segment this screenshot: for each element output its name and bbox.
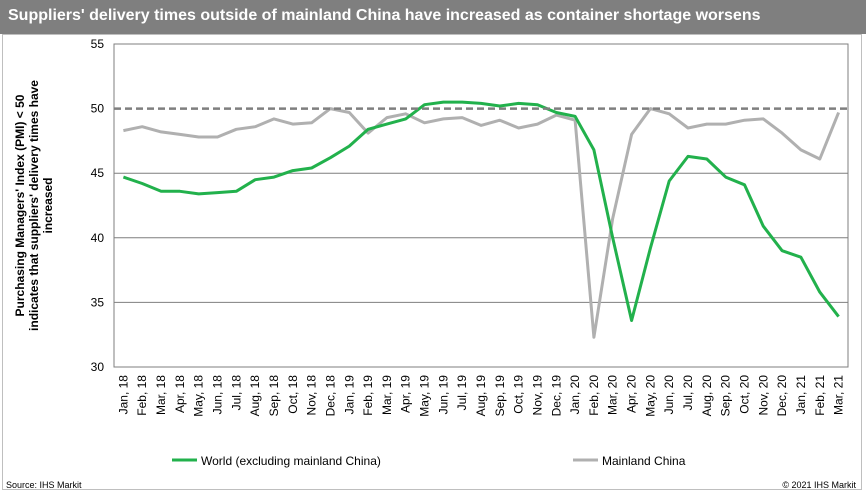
x-axis-ticks: Jan, 18 Feb, 18 Mar, 18 Apr, 18 May, 18 Jun, … [116, 375, 845, 417]
y-tick-label: 55 [91, 37, 105, 51]
x-tick-label: Jan, 18 [116, 375, 130, 415]
x-tick-label: Nov, 18 [305, 375, 319, 416]
x-tick-label: Mar, 18 [154, 375, 168, 415]
y-tick-label: 35 [91, 295, 105, 309]
x-tick-label: Sep, 19 [493, 375, 507, 417]
x-tick-label: Feb, 19 [361, 375, 375, 416]
x-tick-label: Mar, 21 [832, 375, 846, 415]
series-lines [114, 100, 848, 339]
x-tick-label: Dec, 19 [549, 375, 563, 417]
chart-frame [2, 34, 862, 490]
legend: World (excluding mainland China) Mainland… [172, 454, 686, 468]
x-tick-label: Mar, 19 [380, 375, 394, 415]
x-tick-label: Jun, 18 [211, 375, 225, 415]
y-tick-label: 40 [91, 231, 105, 245]
x-tick-label: Jun, 20 [662, 375, 676, 415]
x-tick-label: Apr, 20 [625, 375, 639, 413]
legend-world-label: World (excluding mainland China) [201, 454, 381, 468]
x-tick-label: Sep, 20 [719, 375, 733, 417]
x-tick-label: Dec, 18 [323, 375, 337, 417]
y-tick-label: 30 [91, 360, 105, 374]
x-tick-label: Jul, 18 [229, 375, 243, 411]
x-tick-label: Jul, 19 [455, 375, 469, 411]
y-axis-label-line: indicates that suppliers' delivery times… [27, 80, 41, 331]
x-tick-label: Jan, 20 [568, 375, 582, 415]
x-tick-label: Jul, 20 [681, 375, 695, 411]
grid [113, 43, 849, 368]
x-tick-label: Oct, 18 [286, 375, 300, 414]
x-tick-label: Apr, 19 [399, 375, 413, 413]
china-series-line [123, 107, 840, 339]
x-tick-label: Nov, 20 [756, 375, 770, 416]
legend-china-label: Mainland China [602, 454, 686, 468]
x-tick-label: May, 19 [418, 375, 432, 417]
y-tick-label: 50 [91, 102, 105, 116]
chart-title: Suppliers' delivery times outside of mai… [8, 7, 761, 24]
title-bar: Suppliers' delivery times outside of mai… [0, 0, 866, 34]
x-tick-label: Dec, 20 [775, 375, 789, 417]
y-axis-label: Purchasing Managers' Index (PMI) < 50 ind… [13, 80, 55, 331]
x-tick-label: Sep, 18 [267, 375, 281, 417]
copyright-note: © 2021 IHS Markit [782, 480, 856, 490]
x-tick-label: Nov, 19 [530, 375, 544, 416]
y-tick-label: 45 [91, 166, 105, 180]
x-tick-label: Aug, 19 [474, 375, 488, 417]
x-tick-label: Aug, 20 [700, 375, 714, 417]
world-series-line [122, 100, 840, 322]
y-axis-label-line: Purchasing Managers' Index (PMI) < 50 [13, 94, 27, 316]
x-tick-label: Feb, 20 [587, 375, 601, 416]
x-tick-label: Oct, 19 [512, 375, 526, 414]
y-axis-ticks: 30 35 40 45 50 55 [91, 37, 105, 374]
x-tick-label: Feb, 21 [813, 375, 827, 416]
x-tick-label: May, 18 [192, 375, 206, 417]
x-tick-label: May, 20 [643, 375, 657, 417]
y-axis-label-line: increased [41, 177, 55, 233]
x-tick-label: Oct, 20 [737, 375, 751, 414]
x-tick-label: Feb, 18 [135, 375, 149, 416]
x-tick-label: Mar, 20 [606, 375, 620, 415]
x-tick-label: Aug, 18 [248, 375, 262, 417]
plot-area-border [113, 43, 849, 368]
x-tick-label: Jan, 21 [794, 375, 808, 415]
x-tick-label: Jun, 19 [436, 375, 450, 415]
x-tick-label: Jan, 19 [342, 375, 356, 415]
x-tick-label: Apr, 18 [173, 375, 187, 413]
source-note: Source: IHS Markit [6, 480, 82, 490]
